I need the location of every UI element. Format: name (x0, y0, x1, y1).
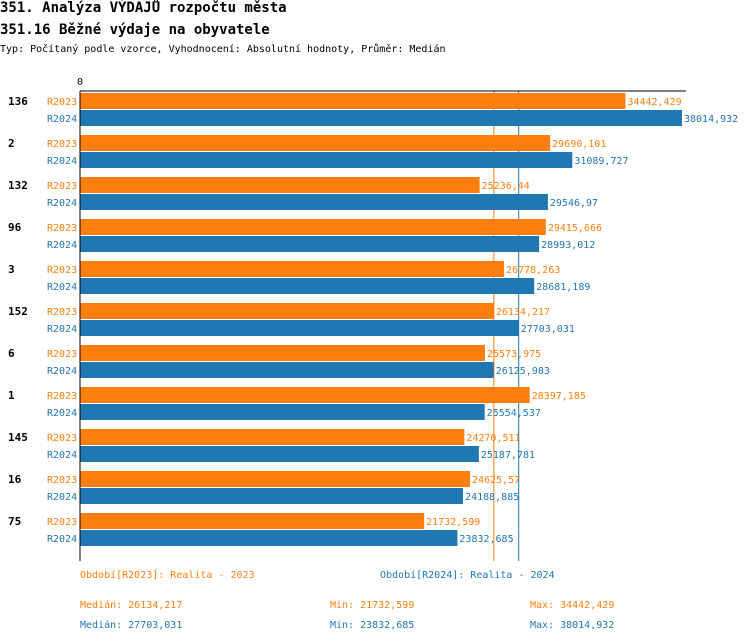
category-label: 16 (8, 473, 22, 486)
value-label-r2023: 28397,185 (532, 391, 586, 402)
series-label-r2024: R2024 (47, 282, 77, 293)
value-label-r2024: 26125,983 (496, 366, 550, 377)
value-label-r2024: 29546,97 (550, 198, 598, 209)
series-label-r2023: R2023 (47, 265, 77, 276)
bar-r2023 (80, 303, 494, 319)
value-label-r2024: 31089,727 (574, 156, 628, 167)
legend-r2024: Období[R2024]: Realita - 2024 (380, 570, 555, 581)
bar-r2023 (80, 345, 485, 361)
series-label-r2024: R2024 (47, 156, 77, 167)
median-r2024: Medián: 27703,031 (80, 620, 183, 631)
category-label: 96 (8, 221, 22, 234)
value-label-r2024: 38014,932 (684, 114, 738, 125)
bar-r2023 (80, 177, 480, 193)
bar-r2024 (80, 362, 494, 378)
bar-r2023 (80, 261, 505, 277)
series-label-r2023: R2023 (47, 181, 77, 192)
value-label-r2024: 25554,537 (487, 408, 541, 419)
value-label-r2023: 26134,217 (496, 307, 550, 318)
bar-r2024 (80, 446, 479, 462)
series-label-r2024: R2024 (47, 534, 77, 545)
max-r2023: Max: 34442,429 (530, 600, 615, 611)
bar-r2024 (80, 110, 682, 126)
category-label: 145 (8, 431, 28, 444)
category-label: 6 (8, 347, 15, 360)
value-label-r2023: 29690,101 (552, 139, 606, 150)
value-label-r2023: 21732,599 (426, 517, 480, 528)
series-label-r2024: R2024 (47, 240, 77, 251)
series-label-r2024: R2024 (47, 198, 77, 209)
min-r2024: Min: 23832,685 (330, 620, 415, 631)
bar-r2023 (80, 135, 551, 151)
bar-r2024 (80, 194, 548, 210)
value-label-r2024: 28993,012 (541, 240, 595, 251)
legend-r2023: Období[R2023]: Realita - 2023 (80, 570, 255, 581)
category-label: 132 (8, 179, 28, 192)
value-label-r2023: 29415,666 (548, 223, 602, 234)
series-label-r2024: R2024 (47, 492, 77, 503)
bar-r2024 (80, 278, 535, 294)
series-label-r2023: R2023 (47, 517, 77, 528)
series-label-r2023: R2023 (47, 391, 77, 402)
bar-r2024 (80, 152, 573, 168)
bar-r2024 (80, 530, 458, 546)
value-label-r2023: 25573,975 (487, 349, 541, 360)
bar-r2024 (80, 236, 540, 252)
series-label-r2023: R2023 (47, 223, 77, 234)
value-label-r2023: 24625,57 (472, 475, 520, 486)
series-label-r2023: R2023 (47, 139, 77, 150)
value-label-r2023: 34442,429 (627, 97, 681, 108)
bar-r2024 (80, 320, 519, 336)
series-label-r2023: R2023 (47, 475, 77, 486)
series-label-r2024: R2024 (47, 114, 77, 125)
value-label-r2024: 27703,031 (521, 324, 575, 335)
value-label-r2023: 24270,511 (466, 433, 520, 444)
bar-r2023 (80, 387, 530, 403)
category-label: 136 (8, 95, 28, 108)
bar-r2024 (80, 404, 485, 420)
series-label-r2024: R2024 (47, 450, 77, 461)
page-title: 351. Analýza VÝDAJŮ rozpočtu města (0, 0, 287, 16)
bar-r2023 (80, 429, 465, 445)
category-label: 2 (8, 137, 15, 150)
series-label-r2023: R2023 (47, 349, 77, 360)
page-subtitle: 351.16 Běžné výdaje na obyvatele (0, 22, 270, 38)
series-label-r2023: R2023 (47, 97, 77, 108)
bar-r2023 (80, 471, 470, 487)
category-label: 75 (8, 515, 21, 528)
value-label-r2024: 25187,781 (481, 450, 535, 461)
series-label-r2023: R2023 (47, 433, 77, 444)
max-r2024: Max: 38014,932 (530, 620, 615, 631)
value-label-r2024: 24188,885 (465, 492, 519, 503)
type-line: Typ: Počítaný podle vzorce, Vyhodnocení:… (0, 44, 446, 55)
bar-r2023 (80, 93, 626, 109)
category-label: 1 (8, 389, 15, 402)
median-r2023: Medián: 26134,217 (80, 600, 183, 611)
value-label-r2023: 26778,263 (506, 265, 560, 276)
series-label-r2023: R2023 (47, 307, 77, 318)
series-label-r2024: R2024 (47, 366, 77, 377)
value-label-r2024: 23832,685 (459, 534, 513, 545)
bar-r2024 (80, 488, 464, 504)
category-label: 3 (8, 263, 15, 276)
value-label-r2024: 28681,189 (536, 282, 590, 293)
category-label: 152 (8, 305, 28, 318)
bar-r2023 (80, 219, 546, 235)
value-label-r2023: 25236,44 (482, 181, 530, 192)
min-r2023: Min: 21732,599 (330, 600, 415, 611)
series-label-r2024: R2024 (47, 408, 77, 419)
bar-r2023 (80, 513, 425, 529)
series-label-r2024: R2024 (47, 324, 77, 335)
axis-zero-label: 0 (77, 77, 83, 88)
